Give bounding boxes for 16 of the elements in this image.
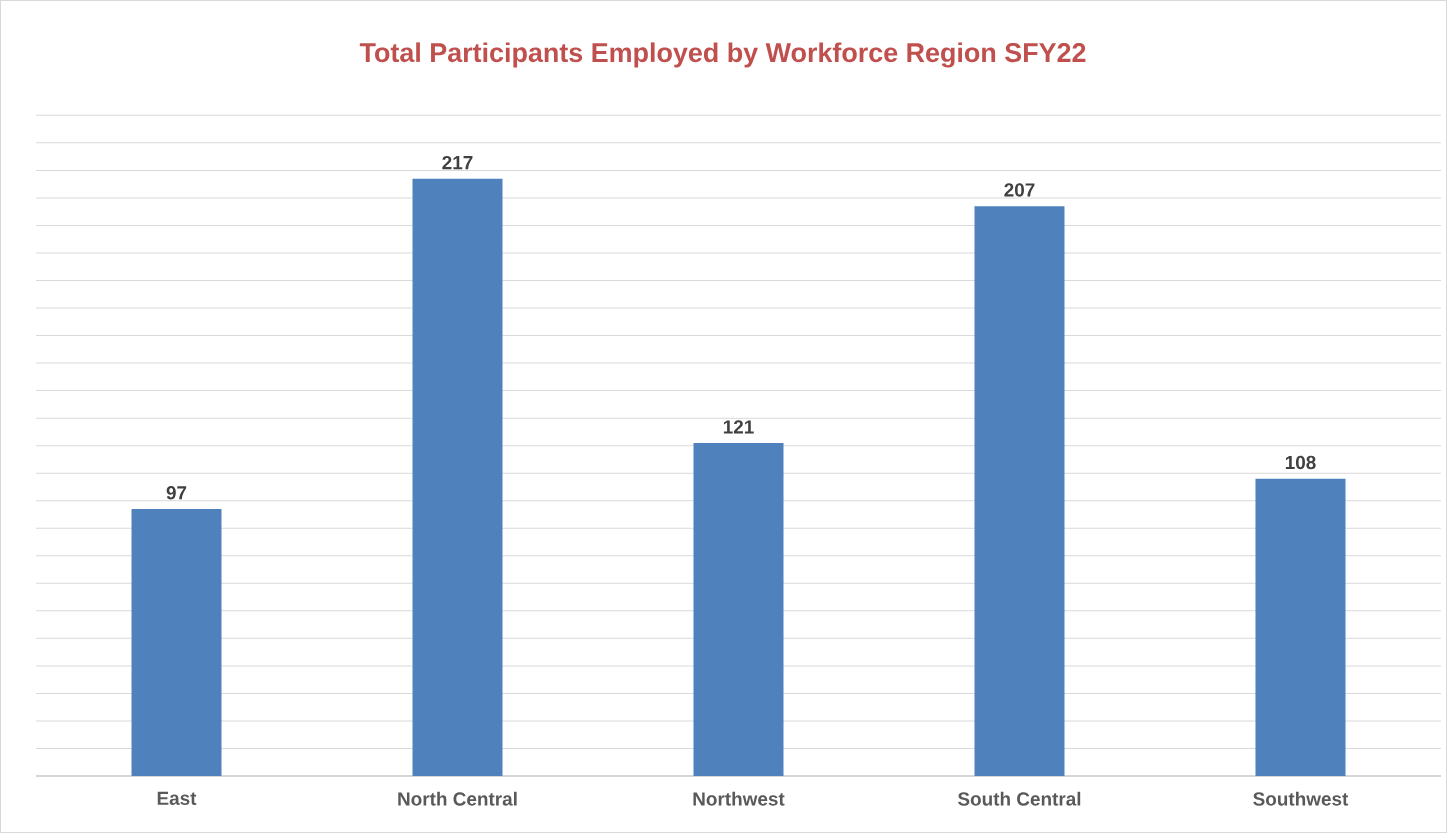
- chart-title: Total Participants Employed by Workforce Region SFY22: [359, 42, 1086, 68]
- bar: [131, 508, 222, 776]
- bar: [974, 206, 1065, 776]
- data-label: 217: [442, 155, 473, 170]
- x-tick-label: North Central: [398, 791, 517, 806]
- x-tick-label: East: [157, 791, 197, 805]
- data-label: 207: [1004, 183, 1035, 197]
- bar: [412, 178, 503, 776]
- x-tick-label: South Central: [957, 791, 1081, 806]
- bar: [693, 442, 784, 776]
- bar: [1255, 478, 1346, 776]
- x-tick-label: Southwest: [1253, 791, 1349, 806]
- data-label: 97: [166, 486, 187, 500]
- data-label: 121: [723, 420, 754, 434]
- x-tick-label: Northwest: [693, 791, 785, 806]
- data-label: 108: [1285, 455, 1316, 470]
